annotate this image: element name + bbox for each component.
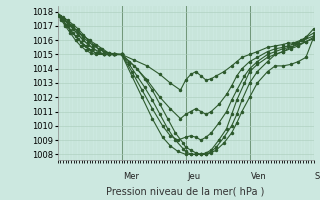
Text: Jeu: Jeu (187, 172, 200, 181)
X-axis label: Pression niveau de la mer( hPa ): Pression niveau de la mer( hPa ) (107, 187, 265, 197)
Text: Ven: Ven (251, 172, 267, 181)
Text: Mer: Mer (123, 172, 139, 181)
Text: Sam: Sam (315, 172, 320, 181)
